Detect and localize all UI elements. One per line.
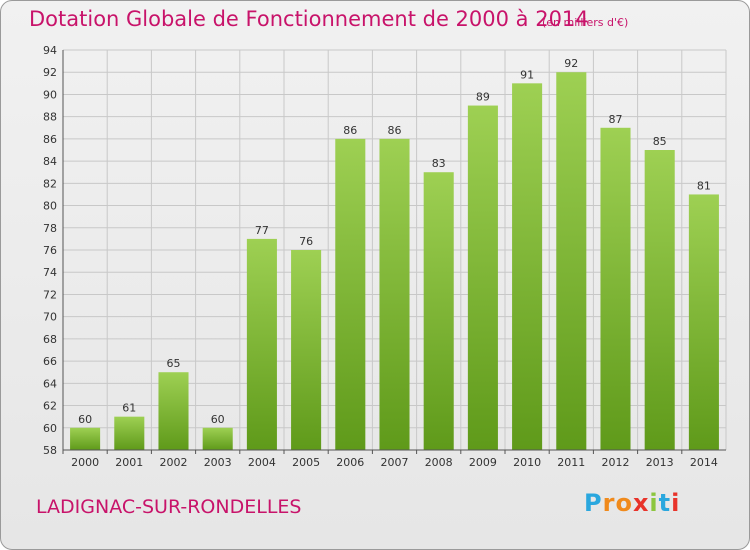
- y-tick-label: 86: [43, 133, 57, 146]
- bar-2014: [688, 194, 719, 450]
- y-tick-label: 64: [43, 377, 57, 390]
- x-tick-label: 2003: [204, 456, 232, 469]
- bar-2002: [158, 372, 189, 450]
- bar-2009: [467, 105, 498, 451]
- x-tick-label: 2012: [602, 456, 630, 469]
- labels: 58 60 62 64 66 68 70 72 74 76 78 80 82 84 86 88 90 92 94 60…: [43, 44, 718, 469]
- y-tick-label: 68: [43, 333, 57, 346]
- value-label: 76: [299, 235, 313, 248]
- value-label: 86: [388, 124, 402, 137]
- commune-name: LADIGNAC-SUR-RONDELLES: [36, 496, 302, 518]
- x-tick-label: 2011: [557, 456, 585, 469]
- y-tick-label: 78: [43, 222, 57, 235]
- value-label: 86: [343, 124, 357, 137]
- x-tick-label: 2008: [425, 456, 453, 469]
- x-tick-label: 2001: [115, 456, 143, 469]
- x-tick-label: 2002: [160, 456, 188, 469]
- x-tick-label: 2000: [71, 456, 99, 469]
- x-tick-label: 2013: [646, 456, 674, 469]
- y-tick-label: 92: [43, 66, 57, 79]
- value-label: 77: [255, 224, 269, 237]
- bar-2005: [291, 250, 322, 450]
- y-tick-label: 62: [43, 400, 57, 413]
- bar-2008: [423, 172, 454, 450]
- y-tick-label: 84: [43, 155, 57, 168]
- x-tick-label: 2010: [513, 456, 541, 469]
- y-tick-label: 58: [43, 444, 57, 457]
- x-tick-label: 2004: [248, 456, 276, 469]
- y-tick-label: 90: [43, 88, 57, 101]
- value-label: 87: [609, 113, 623, 126]
- value-label: 81: [697, 179, 711, 192]
- value-label: 92: [564, 57, 578, 70]
- bar-2000: [70, 427, 101, 450]
- chart-title: Dotation Globale de Fonctionnement de 20…: [29, 7, 589, 31]
- chart-subtitle: (en milliers d'€): [542, 16, 629, 29]
- y-tick-label: 80: [43, 200, 57, 213]
- value-label: 89: [476, 91, 490, 104]
- proxiti-logo: Proxiti: [584, 489, 681, 517]
- bar-2001: [114, 416, 145, 450]
- x-tick-label: 2014: [690, 456, 718, 469]
- y-tick-label: 76: [43, 244, 57, 257]
- bar-2013: [644, 150, 675, 450]
- bars: [70, 72, 719, 451]
- y-tick-label: 72: [43, 288, 57, 301]
- bar-2004: [246, 238, 277, 450]
- y-tick-label: 60: [43, 422, 57, 435]
- y-tick-label: 70: [43, 311, 57, 324]
- value-label: 60: [211, 413, 225, 426]
- y-tick-label: 88: [43, 111, 57, 124]
- value-label: 65: [167, 357, 181, 370]
- y-tick-label: 74: [43, 266, 57, 279]
- value-label: 91: [520, 68, 534, 81]
- value-label: 85: [653, 135, 667, 148]
- bar-2010: [512, 83, 543, 450]
- bar-2012: [600, 127, 631, 451]
- x-tick-label: 2009: [469, 456, 497, 469]
- bar-2011: [556, 72, 587, 450]
- y-tick-label: 94: [43, 44, 57, 57]
- value-label: 83: [432, 157, 446, 170]
- value-label: 61: [122, 402, 136, 415]
- bar-2003: [202, 427, 233, 450]
- y-tick-label: 66: [43, 355, 57, 368]
- x-tick-label: 2007: [381, 456, 409, 469]
- axes: [62, 50, 726, 454]
- y-tick-label: 82: [43, 177, 57, 190]
- bar-2006: [335, 138, 366, 450]
- bar-2007: [379, 138, 410, 450]
- x-tick-label: 2006: [336, 456, 364, 469]
- value-label: 60: [78, 413, 92, 426]
- x-tick-label: 2005: [292, 456, 320, 469]
